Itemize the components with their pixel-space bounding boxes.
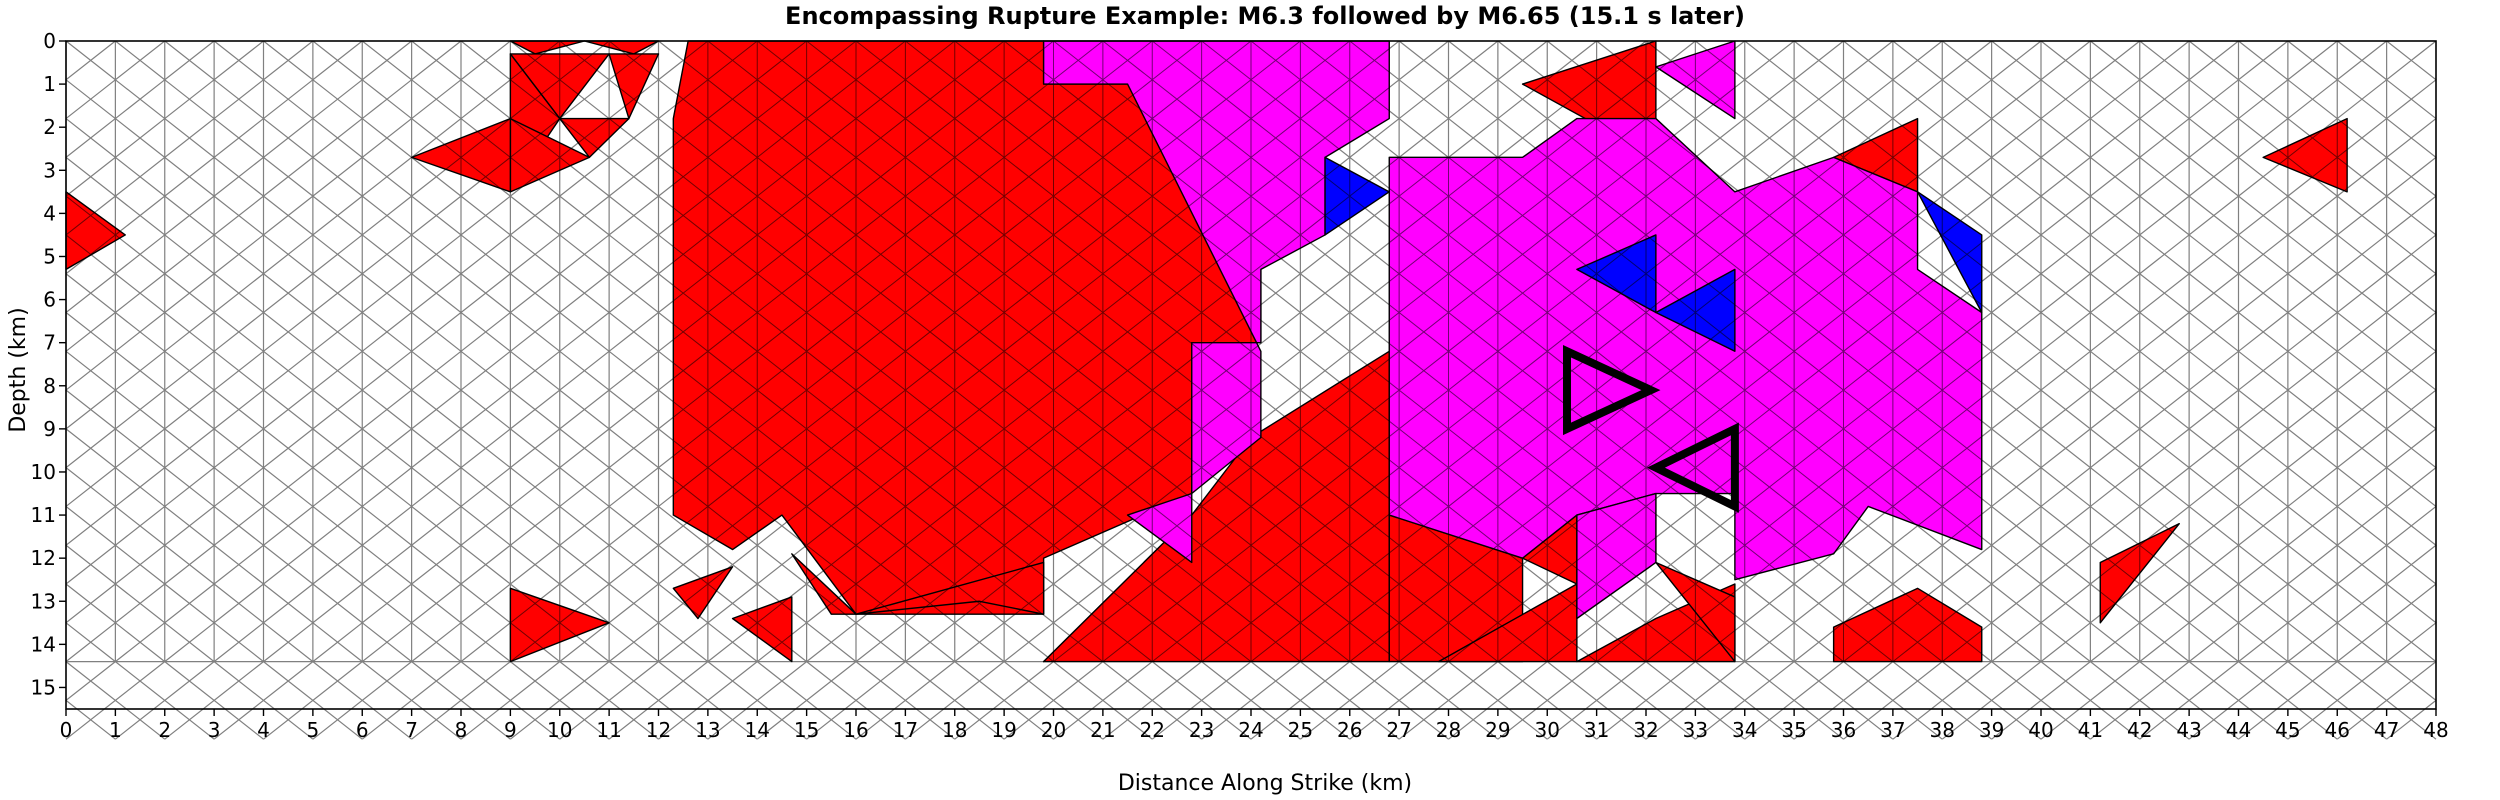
chart-title: Encompassing Rupture Example: M6.3 follo… — [785, 2, 1745, 30]
x-tick-label: 18 — [942, 718, 967, 742]
x-tick-label: 46 — [2325, 718, 2350, 742]
x-tick-label: 0 — [60, 718, 73, 742]
y-tick-label: 14 — [31, 632, 56, 656]
rupture-element-blue — [1576, 234, 1657, 314]
y-tick-label: 13 — [31, 589, 56, 613]
plot-area — [65, 40, 2437, 740]
x-tick-label: 23 — [1189, 718, 1214, 742]
rupture-element-red — [731, 596, 793, 663]
y-tick-label: 4 — [43, 201, 56, 225]
x-tick-label: 8 — [455, 718, 468, 742]
y-tick-label: 15 — [31, 675, 56, 699]
x-tick-label: 45 — [2275, 718, 2300, 742]
x-tick-label: 15 — [794, 718, 819, 742]
x-tick-label: 6 — [356, 718, 369, 742]
x-tick-label: 34 — [1732, 718, 1757, 742]
y-tick-label: 5 — [43, 244, 56, 268]
y-tick-label: 6 — [43, 288, 56, 312]
x-tick-label: 11 — [596, 718, 621, 742]
x-tick-label: 37 — [1880, 718, 1905, 742]
x-tick-label: 25 — [1288, 718, 1313, 742]
x-tick-label: 29 — [1485, 718, 1510, 742]
y-tick-label: 3 — [43, 158, 56, 182]
x-tick-label: 27 — [1386, 718, 1411, 742]
rupture-element-red — [1832, 587, 1983, 663]
rupture-element-magenta — [1042, 40, 1390, 495]
x-tick-label: 36 — [1831, 718, 1856, 742]
x-tick-label: 1 — [109, 718, 122, 742]
x-tick-label: 40 — [2028, 718, 2053, 742]
x-tick-label: 38 — [1930, 718, 1955, 742]
axis-ticks: 0 1 2 3 4 5 6 7 8 9 10 11 12 13 14 15 16 17 18 19 20 21 22 23 24… — [31, 29, 2449, 742]
x-axis-label: Distance Along Strike (km) — [1118, 771, 1412, 796]
x-tick-label: 5 — [307, 718, 320, 742]
x-tick-label: 30 — [1535, 718, 1560, 742]
x-tick-label: 39 — [1979, 718, 2004, 742]
rupture-element-magenta — [1126, 492, 1193, 564]
rupture-element-blue — [1916, 191, 1983, 314]
x-tick-label: 35 — [1781, 718, 1806, 742]
x-tick-label: 48 — [2423, 718, 2448, 742]
y-axis-label: Depth (km) — [6, 307, 31, 432]
x-tick-label: 44 — [2226, 718, 2251, 742]
x-tick-label: 28 — [1436, 718, 1461, 742]
y-tick-label: 7 — [43, 331, 56, 355]
x-tick-label: 21 — [1090, 718, 1115, 742]
x-tick-label: 22 — [1140, 718, 1165, 742]
x-tick-label: 32 — [1633, 718, 1658, 742]
x-tick-label: 3 — [208, 718, 221, 742]
x-tick-label: 16 — [843, 718, 868, 742]
x-tick-label: 42 — [2127, 718, 2152, 742]
rupture-element-red — [791, 553, 857, 615]
y-tick-label: 12 — [31, 546, 56, 570]
x-tick-label: 9 — [504, 718, 517, 742]
x-tick-label: 14 — [745, 718, 770, 742]
x-tick-label: 2 — [158, 718, 171, 742]
x-tick-label: 4 — [257, 718, 270, 742]
x-tick-label: 33 — [1683, 718, 1708, 742]
x-tick-label: 12 — [646, 718, 671, 742]
x-tick-label: 31 — [1584, 718, 1609, 742]
x-tick-label: 19 — [991, 718, 1016, 742]
x-tick-label: 10 — [547, 718, 572, 742]
rupture-element-red — [672, 566, 734, 620]
y-tick-label: 1 — [43, 72, 56, 96]
rupture-element-red — [2262, 117, 2348, 193]
y-tick-label: 0 — [43, 29, 56, 53]
x-tick-label: 41 — [2078, 718, 2103, 742]
y-tick-label: 11 — [31, 503, 56, 527]
y-tick-label: 8 — [43, 374, 56, 398]
x-tick-label: 43 — [2176, 718, 2201, 742]
x-tick-label: 47 — [2374, 718, 2399, 742]
x-tick-label: 17 — [893, 718, 918, 742]
y-tick-label: 10 — [31, 460, 56, 484]
y-tick-label: 2 — [43, 115, 56, 139]
x-tick-label: 7 — [405, 718, 418, 742]
rupture-element-blue — [1324, 156, 1390, 236]
rupture-element-red — [855, 561, 1045, 615]
x-tick-label: 26 — [1337, 718, 1362, 742]
highlight-triangle — [1646, 422, 1739, 513]
x-tick-label: 13 — [695, 718, 720, 742]
highlight-triangle — [1563, 345, 1661, 436]
y-tick-label: 9 — [43, 417, 56, 441]
x-tick-label: 24 — [1238, 718, 1263, 742]
x-tick-label: 20 — [1041, 718, 1066, 742]
